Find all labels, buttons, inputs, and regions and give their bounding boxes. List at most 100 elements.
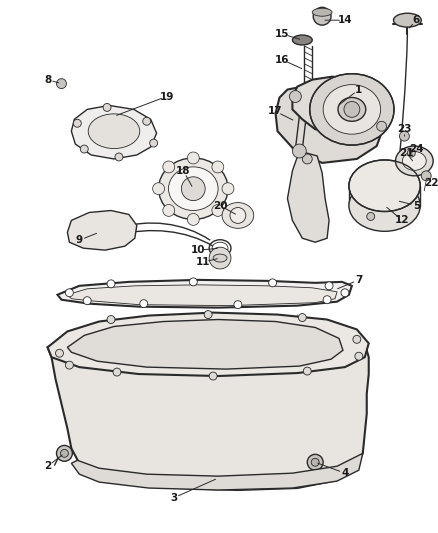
Text: 23: 23 xyxy=(397,124,412,134)
Circle shape xyxy=(187,152,199,164)
Circle shape xyxy=(57,446,72,461)
Circle shape xyxy=(355,352,363,360)
Circle shape xyxy=(341,289,349,297)
Polygon shape xyxy=(67,319,343,369)
Circle shape xyxy=(323,296,331,304)
Text: 18: 18 xyxy=(176,166,191,176)
Circle shape xyxy=(307,454,323,470)
Ellipse shape xyxy=(310,74,394,145)
Circle shape xyxy=(212,205,224,216)
Text: 22: 22 xyxy=(424,177,438,188)
Text: 5: 5 xyxy=(413,200,420,211)
Circle shape xyxy=(107,316,115,324)
Ellipse shape xyxy=(293,35,312,45)
Text: 8: 8 xyxy=(44,75,51,85)
Text: 7: 7 xyxy=(355,275,363,285)
Text: 1: 1 xyxy=(355,85,363,94)
Circle shape xyxy=(407,149,415,157)
Ellipse shape xyxy=(393,13,421,27)
Circle shape xyxy=(181,177,205,200)
Circle shape xyxy=(56,349,64,357)
Circle shape xyxy=(421,171,431,181)
Polygon shape xyxy=(71,454,363,490)
Circle shape xyxy=(311,458,319,466)
Text: 10: 10 xyxy=(191,245,205,255)
Circle shape xyxy=(344,101,360,117)
Ellipse shape xyxy=(213,254,227,262)
Circle shape xyxy=(57,79,67,88)
Ellipse shape xyxy=(212,242,228,254)
Text: 21: 21 xyxy=(399,148,413,158)
Circle shape xyxy=(80,145,88,153)
Circle shape xyxy=(290,91,301,102)
Ellipse shape xyxy=(169,167,218,211)
Ellipse shape xyxy=(222,203,254,228)
Text: 3: 3 xyxy=(170,493,177,503)
Ellipse shape xyxy=(312,9,332,16)
Text: 19: 19 xyxy=(159,92,174,101)
Circle shape xyxy=(60,449,68,457)
Circle shape xyxy=(107,280,115,288)
Text: 17: 17 xyxy=(268,107,283,116)
Circle shape xyxy=(222,183,234,195)
Text: 15: 15 xyxy=(275,29,290,39)
Polygon shape xyxy=(71,106,157,159)
Circle shape xyxy=(230,207,246,223)
Ellipse shape xyxy=(323,85,381,134)
Circle shape xyxy=(115,153,123,161)
Circle shape xyxy=(73,119,81,127)
Circle shape xyxy=(163,205,175,216)
Circle shape xyxy=(268,279,276,287)
Circle shape xyxy=(65,361,73,369)
Ellipse shape xyxy=(338,98,366,122)
Polygon shape xyxy=(67,285,337,305)
Circle shape xyxy=(303,367,311,375)
Circle shape xyxy=(302,154,312,164)
Text: 20: 20 xyxy=(213,200,227,211)
Circle shape xyxy=(65,289,73,297)
Circle shape xyxy=(353,335,361,343)
Text: 12: 12 xyxy=(395,215,410,225)
Ellipse shape xyxy=(349,180,420,231)
Ellipse shape xyxy=(349,160,420,212)
Text: 14: 14 xyxy=(338,15,352,25)
Polygon shape xyxy=(293,77,377,133)
Ellipse shape xyxy=(396,146,433,176)
Circle shape xyxy=(399,131,410,141)
Polygon shape xyxy=(48,312,369,376)
Circle shape xyxy=(83,297,91,305)
Circle shape xyxy=(293,144,306,158)
Text: 16: 16 xyxy=(275,55,290,65)
Circle shape xyxy=(103,103,111,111)
Circle shape xyxy=(209,247,231,269)
Polygon shape xyxy=(287,151,329,242)
Ellipse shape xyxy=(403,151,426,171)
Text: 9: 9 xyxy=(76,235,83,245)
Polygon shape xyxy=(57,280,352,308)
Polygon shape xyxy=(276,79,387,163)
Text: 4: 4 xyxy=(341,468,349,478)
Polygon shape xyxy=(48,322,369,490)
Circle shape xyxy=(187,214,199,225)
Circle shape xyxy=(153,183,165,195)
Circle shape xyxy=(377,122,387,131)
Text: 11: 11 xyxy=(196,257,210,267)
Text: 24: 24 xyxy=(409,144,424,154)
Ellipse shape xyxy=(159,158,228,220)
Circle shape xyxy=(113,368,121,376)
Circle shape xyxy=(140,300,148,308)
Circle shape xyxy=(209,372,217,380)
Circle shape xyxy=(189,278,197,286)
Circle shape xyxy=(150,139,158,147)
Circle shape xyxy=(204,311,212,319)
Circle shape xyxy=(163,161,175,173)
Circle shape xyxy=(234,301,242,309)
Text: 6: 6 xyxy=(413,15,420,25)
Ellipse shape xyxy=(88,114,140,149)
Circle shape xyxy=(325,282,333,290)
Text: 2: 2 xyxy=(44,461,51,471)
Circle shape xyxy=(212,161,224,173)
Circle shape xyxy=(367,213,374,221)
Circle shape xyxy=(298,313,306,321)
Circle shape xyxy=(143,117,151,125)
